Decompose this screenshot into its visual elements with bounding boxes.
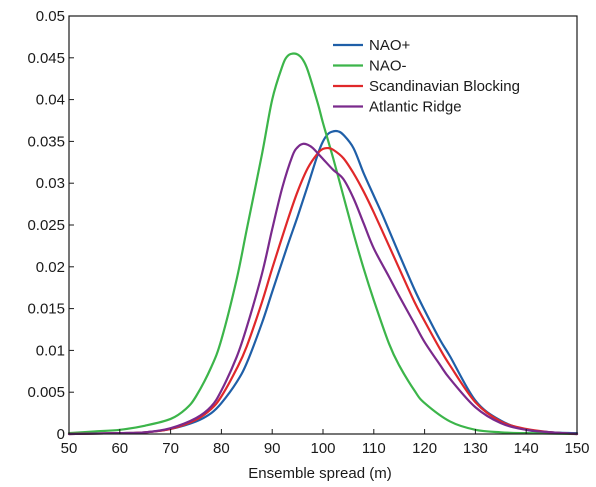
legend-entry: Atlantic Ridge <box>369 99 462 116</box>
plot-lines <box>67 52 579 436</box>
x-tick-label: 130 <box>463 440 488 457</box>
y-tick-label: 0.02 <box>36 259 65 276</box>
x-axis-title: Ensemble spread (m) <box>248 465 391 482</box>
y-tick-label: 0.025 <box>27 217 65 234</box>
legend-entry: NAO- <box>369 58 407 75</box>
y-tick-label: 0.045 <box>27 50 65 67</box>
y-tick-label: 0.015 <box>27 301 65 318</box>
x-tick-label: 60 <box>111 440 128 457</box>
x-tick-label: 140 <box>514 440 539 457</box>
x-tick-label: 100 <box>310 440 335 457</box>
x-axis: 50 60 70 80 90 100 110 120 130 140 150 <box>61 429 590 457</box>
y-tick-label: 0.04 <box>36 92 65 109</box>
legend: NAO+ NAO- Scandinavian Blocking Atlantic Ri… <box>333 37 520 116</box>
y-tick-label: 0.005 <box>27 384 65 401</box>
y-tick-label: 0 <box>57 426 65 443</box>
y-tick-label: 0.01 <box>36 342 65 359</box>
series-line-0 <box>67 129 579 436</box>
x-tick-label: 50 <box>61 440 78 457</box>
x-tick-label: 110 <box>362 440 386 457</box>
y-tick-label: 0.035 <box>27 133 65 150</box>
x-tick-label: 150 <box>564 440 589 457</box>
series-line-3 <box>67 142 579 436</box>
series-line-2 <box>67 146 579 436</box>
y-tick-label: 0.03 <box>36 175 65 192</box>
legend-entry: NAO+ <box>369 37 411 54</box>
x-tick-label: 90 <box>264 440 281 457</box>
y-tick-label: 0.05 <box>36 8 65 25</box>
legend-entry: Scandinavian Blocking <box>369 78 520 95</box>
x-tick-label: 70 <box>162 440 179 457</box>
x-tick-label: 80 <box>213 440 230 457</box>
y-axis: 0 0.005 0.01 0.015 0.02 0.025 0.03 0.035 0.04 0.0… <box>27 8 74 443</box>
series-line-1 <box>67 52 579 436</box>
x-tick-label: 120 <box>412 440 437 457</box>
